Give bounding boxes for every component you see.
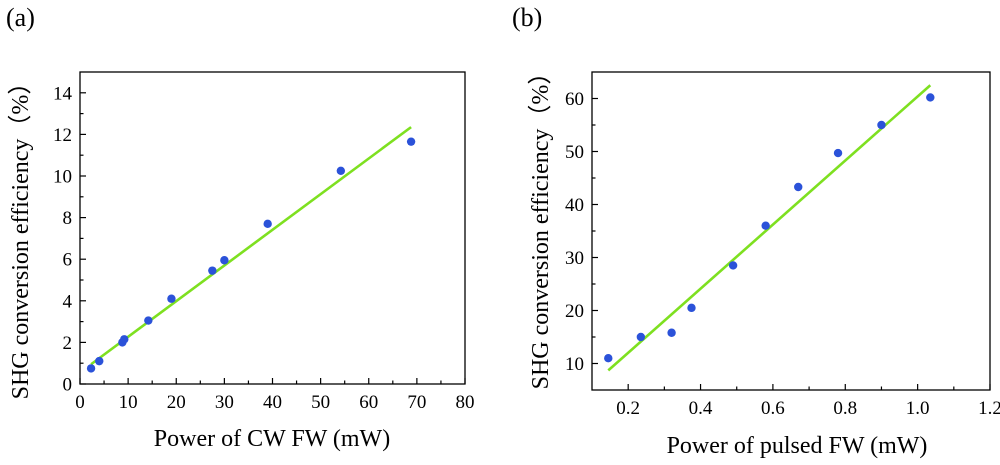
y-tick-label: 20 bbox=[565, 301, 584, 322]
y-tick-label: 4 bbox=[63, 291, 73, 312]
x-tick-label: 0.8 bbox=[833, 398, 857, 419]
data-point bbox=[636, 332, 646, 342]
y-tick-label: 30 bbox=[565, 248, 584, 269]
data-point bbox=[926, 93, 935, 102]
y-tick-label: 0 bbox=[63, 375, 73, 396]
panel-a: (a) SHG conversion efficiency（%） Power o… bbox=[6, 3, 475, 452]
ticks: 0.2 0.4 0.6 0.8 1.0 1.2 10 20 30 40 50 60 bbox=[565, 89, 1000, 419]
data-point bbox=[877, 120, 886, 130]
data-point bbox=[144, 316, 153, 325]
panel-label: (b) bbox=[512, 3, 542, 32]
x-tick-label: 0.4 bbox=[689, 398, 713, 419]
data-point bbox=[761, 221, 770, 230]
y-tick-label: 10 bbox=[53, 167, 72, 188]
x-tick-label: 0.2 bbox=[616, 398, 640, 419]
data-point bbox=[263, 219, 272, 229]
data-point bbox=[687, 303, 696, 313]
x-tick-label: 20 bbox=[167, 392, 186, 413]
x-tick-label: 70 bbox=[407, 392, 426, 413]
panel-label: (a) bbox=[6, 3, 35, 32]
panel-b: (b) SHG conversion efficiency（%） Power o… bbox=[512, 3, 1000, 459]
data-point bbox=[794, 182, 803, 192]
data-point bbox=[406, 137, 416, 146]
data-point bbox=[833, 148, 843, 158]
x-axis-title: Power of CW FW (mW) bbox=[154, 426, 390, 452]
data-point bbox=[728, 261, 738, 270]
marks bbox=[604, 84, 935, 372]
y-axis-title: SHG conversion efficiency（%） bbox=[528, 61, 554, 390]
x-tick-label: 1.2 bbox=[978, 398, 1000, 419]
x-tick-label: 0 bbox=[75, 392, 85, 413]
x-tick-label: 50 bbox=[311, 392, 330, 413]
data-point bbox=[336, 166, 346, 175]
marks bbox=[86, 126, 416, 373]
y-tick-label: 60 bbox=[565, 89, 584, 110]
x-tick-label: 1.0 bbox=[906, 398, 930, 419]
y-tick-label: 8 bbox=[63, 208, 73, 229]
y-tick-label: 14 bbox=[53, 83, 73, 104]
data-point bbox=[95, 356, 104, 366]
data-point bbox=[604, 354, 613, 363]
ticks: 0 10 20 30 40 50 60 70 80 0 2 4 6 8 10 12 14 bbox=[53, 83, 475, 413]
y-tick-label: 40 bbox=[565, 195, 584, 216]
data-point bbox=[208, 266, 217, 275]
y-tick-label: 12 bbox=[53, 125, 72, 146]
x-tick-label: 40 bbox=[263, 392, 282, 413]
data-point bbox=[120, 335, 129, 344]
y-tick-label: 50 bbox=[565, 142, 584, 163]
x-tick-label: 10 bbox=[119, 392, 138, 413]
data-point bbox=[86, 364, 96, 373]
data-point bbox=[167, 294, 176, 303]
plot-frame bbox=[591, 71, 991, 391]
y-axis-title: SHG conversion efficiency（%） bbox=[8, 71, 34, 400]
x-tick-label: 30 bbox=[215, 392, 234, 413]
x-axis-title: Power of pulsed FW (mW) bbox=[667, 433, 928, 459]
x-tick-label: 0.6 bbox=[761, 398, 785, 419]
data-point bbox=[667, 328, 676, 337]
data-point bbox=[220, 256, 229, 265]
x-tick-label: 80 bbox=[456, 392, 475, 413]
fit-line bbox=[90, 126, 412, 366]
y-tick-label: 10 bbox=[565, 354, 584, 375]
y-tick-label: 2 bbox=[63, 333, 73, 354]
x-tick-label: 60 bbox=[359, 392, 378, 413]
plot-frame bbox=[79, 71, 466, 385]
y-tick-label: 6 bbox=[63, 250, 73, 271]
